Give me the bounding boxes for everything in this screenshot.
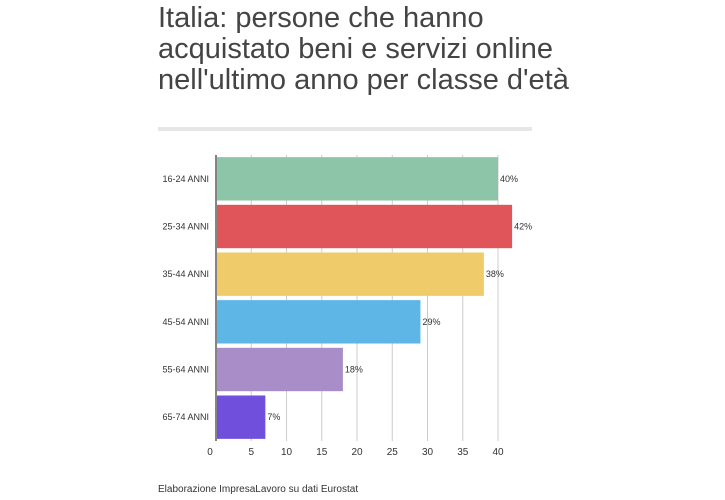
- value-label: 40%: [500, 174, 518, 184]
- x-tick-label: 25: [387, 447, 399, 458]
- x-tick-label: 40: [492, 447, 504, 458]
- category-label: 25-34 ANNI: [162, 222, 209, 232]
- labels: 0 5 10 15 20 25 30 35 40 16-24 ANNI 40% 25-34 ANNI 4…: [162, 174, 532, 458]
- bar: [217, 347, 343, 392]
- bar: [217, 204, 513, 249]
- value-label: 38%: [486, 269, 504, 279]
- value-label: 29%: [422, 317, 440, 327]
- bars: [217, 157, 513, 439]
- value-label: 42%: [514, 222, 532, 232]
- bar: [217, 252, 484, 296]
- value-label: 18%: [345, 365, 363, 375]
- x-tick-label: 5: [248, 447, 254, 458]
- category-label: 65-74 ANNI: [162, 412, 209, 422]
- x-tick-label: 20: [351, 447, 363, 458]
- category-label: 35-44 ANNI: [162, 269, 209, 279]
- x-tick-label: 15: [316, 447, 328, 458]
- category-label: 16-24 ANNI: [162, 174, 209, 184]
- title-divider: [158, 127, 532, 131]
- source-note: Elaborazione ImpresaLavoro su dati Euros…: [158, 484, 359, 495]
- category-label: 45-54 ANNI: [162, 317, 209, 327]
- x-tick-label: 10: [281, 447, 293, 458]
- grid-lines: [215, 155, 499, 441]
- bar: [217, 395, 266, 439]
- x-tick-label: 0: [207, 447, 213, 458]
- bar: [217, 300, 421, 344]
- bar: [217, 157, 498, 201]
- category-label: 55-64 ANNI: [162, 365, 209, 375]
- value-label: 7%: [267, 412, 280, 422]
- chart-title: Italia: persone che hanno acquistato ben…: [158, 2, 569, 96]
- x-tick-label: 35: [457, 447, 469, 458]
- x-tick-label: 30: [422, 447, 434, 458]
